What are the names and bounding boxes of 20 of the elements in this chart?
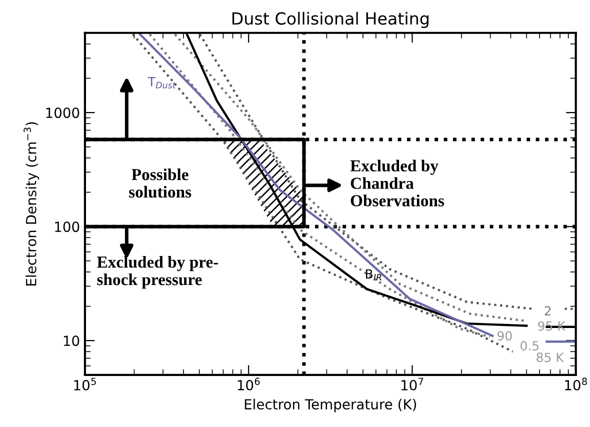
annotation: 2 — [544, 306, 551, 316]
x-axis-title: Electron Temperature (K) — [244, 398, 416, 412]
annotation: 85 K — [536, 352, 564, 362]
y-tick-label: 1000 — [46, 108, 80, 118]
y-tick-label: 10 — [64, 336, 80, 346]
x-tick-label: 10$^{5}$ — [74, 378, 96, 390]
chart-title: Dust Collisional Heating — [232, 12, 428, 28]
y-axis-title: Electron Density (cm$^{−3}$) — [24, 122, 40, 286]
annotation: 0.5 — [520, 341, 539, 350]
annotation: T$_{Dust}$ — [148, 77, 176, 88]
annotation: B$_{IR}$ — [366, 269, 382, 281]
x-tick-label: 10$^{6}$ — [238, 378, 260, 390]
annotation: 90 — [497, 331, 512, 341]
annotation: Excluded by pre- shock pressure — [97, 256, 218, 289]
x-tick-label: 10$^{7}$ — [402, 378, 424, 390]
annotation: 95 K — [538, 321, 566, 331]
annotation: Possible solutions — [129, 168, 192, 198]
x-tick-label: 10$^{8}$ — [565, 378, 587, 390]
annotation: Excluded by Chandra Observations — [350, 160, 444, 206]
y-tick-label: 100 — [55, 222, 80, 232]
